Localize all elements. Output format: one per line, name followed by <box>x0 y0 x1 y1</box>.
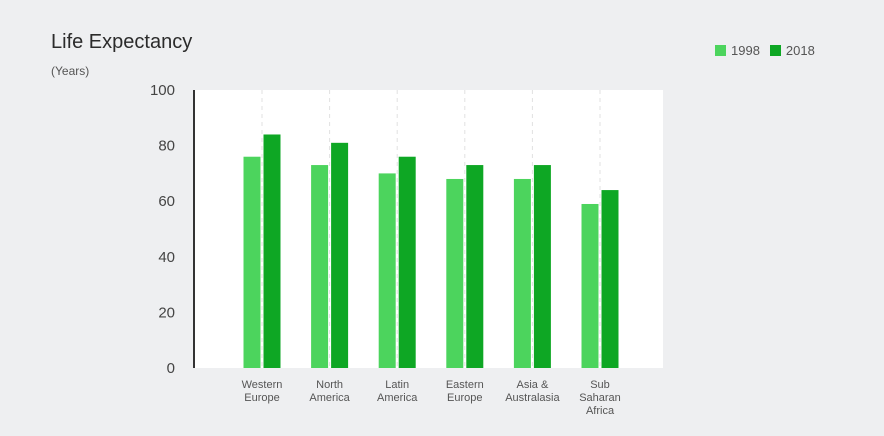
chart-subtitle: (Years) <box>51 64 90 78</box>
y-tick-label: 40 <box>158 249 175 266</box>
legend-swatch-2018 <box>769 45 781 56</box>
x-tick-label: Asia & Australasia <box>505 379 560 404</box>
bar-1998 <box>446 178 464 368</box>
legend-entry-2018[interactable]: 2018 <box>769 43 815 58</box>
bar-1998 <box>581 203 599 368</box>
bar-1998 <box>513 178 531 368</box>
bar-1998 <box>243 156 261 368</box>
x-tick-label: Eastern Europe <box>446 379 484 404</box>
bar-2018 <box>533 165 551 368</box>
bar-1998 <box>311 165 329 368</box>
legend-swatch-1998 <box>715 45 726 56</box>
y-tick-label: 80 <box>158 138 175 155</box>
y-tick-label: 20 <box>158 304 175 321</box>
bar-2018 <box>263 134 281 368</box>
x-tick-label: Sub Saharan Africa <box>579 379 621 417</box>
chart-title: Life Expectancy <box>51 31 193 53</box>
legend-label-1998: 1998 <box>731 43 760 58</box>
y-tick-label: 100 <box>150 82 175 99</box>
legend-label-2018: 2018 <box>785 43 815 58</box>
y-tick-label: 0 <box>167 360 175 377</box>
x-tick-label: Western Europe <box>242 379 283 404</box>
legend: 1998 2018 <box>715 43 815 58</box>
bar-2018 <box>331 142 349 368</box>
bar-2018 <box>466 165 484 368</box>
bar-2018 <box>601 190 619 368</box>
x-tick-label: Latin America <box>377 379 418 404</box>
bar-2018 <box>398 156 416 368</box>
bar-1998 <box>378 173 396 368</box>
legend-entry-1998[interactable]: 1998 <box>715 43 760 58</box>
x-tick-label: North America <box>309 379 350 404</box>
y-tick-label: 60 <box>158 193 175 210</box>
